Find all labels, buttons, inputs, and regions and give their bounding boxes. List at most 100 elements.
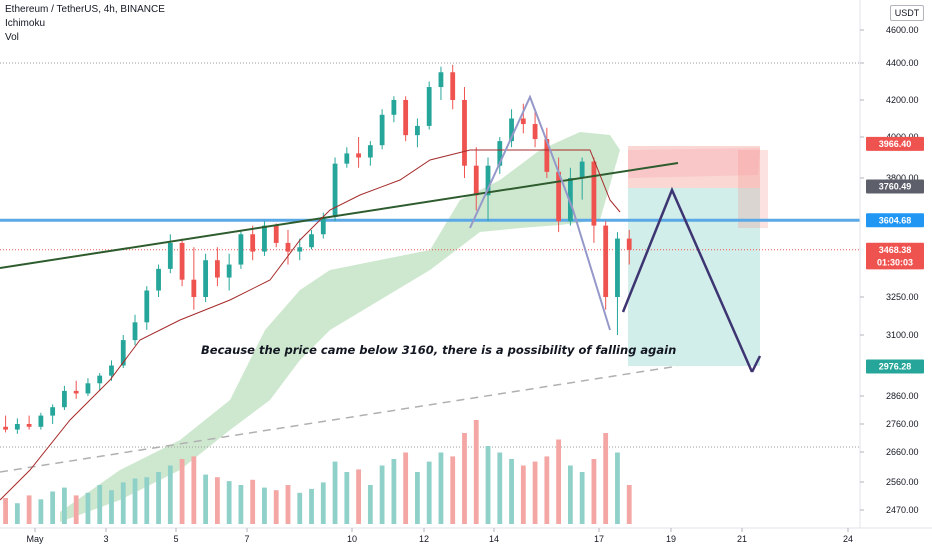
candle-body	[309, 234, 314, 248]
candle-body	[26, 424, 32, 427]
x-tick-label: 19	[666, 534, 676, 544]
candle-body	[109, 365, 114, 376]
candle-body	[520, 118, 526, 125]
volume-bar	[603, 433, 609, 524]
y-tick-label: 3250.00	[886, 292, 919, 302]
volume-bar	[109, 490, 114, 524]
candle-body	[3, 426, 8, 430]
volume-bar	[62, 487, 67, 524]
price-tag-label: 3604.68	[879, 215, 912, 225]
volume-bar	[367, 485, 373, 524]
candle-body	[179, 242, 185, 280]
y-tick-label: 2860.00	[886, 391, 919, 401]
price-tag-bg	[866, 359, 924, 374]
candle-body	[415, 125, 420, 136]
volume-bar	[273, 490, 279, 524]
volume-bar	[579, 472, 585, 524]
volume-bar	[462, 433, 467, 524]
y-tick-label: 2470.00	[886, 505, 919, 515]
volume-bar	[379, 465, 385, 524]
volume-bar	[403, 452, 409, 524]
price-tag-bg	[866, 179, 924, 194]
reference-lines	[0, 62, 860, 448]
x-tick-label: 12	[419, 534, 429, 544]
kumo-bear-area	[628, 148, 760, 178]
volume-bar	[567, 465, 573, 524]
trade-zones	[628, 146, 768, 366]
candle-body	[579, 161, 585, 178]
indicator-volume[interactable]: Vol	[5, 32, 19, 43]
volume-bar	[615, 452, 620, 524]
x-tick-label: 14	[489, 534, 499, 544]
volume-bar	[344, 472, 350, 524]
projection-tail	[750, 355, 762, 373]
volume-bar	[167, 465, 173, 524]
volume-bar	[556, 439, 562, 524]
candles	[3, 64, 632, 434]
volume-bar	[415, 472, 420, 524]
candle-body	[97, 375, 103, 384]
ascending-trendline	[0, 162, 679, 269]
y-tick-label: 2560.00	[886, 477, 919, 487]
candle-body	[532, 124, 538, 140]
candle-body	[250, 234, 256, 252]
volume-bar	[356, 469, 361, 524]
candle-body	[120, 340, 126, 366]
indicator-ichimoku[interactable]: Ichimoku	[5, 18, 46, 29]
candle-body	[450, 72, 456, 100]
volume-bar	[332, 461, 338, 524]
volume-bar	[285, 485, 291, 524]
candle-body	[403, 100, 409, 136]
candle-body	[38, 415, 44, 427]
volume-bar	[214, 477, 220, 524]
candle-body	[73, 390, 79, 394]
candle-body	[226, 264, 232, 278]
cloud-projection-tail	[738, 150, 768, 228]
volume-bar	[203, 474, 209, 524]
currency-label: USDT	[894, 8, 920, 18]
candle-body	[509, 118, 514, 142]
time-axis: May 3 5 7 10 12 14 17 19 21 24	[0, 527, 932, 544]
candle-body	[497, 141, 503, 166]
volume-bar	[85, 492, 91, 524]
y-tick-label: 4400.00	[886, 58, 919, 68]
candle-body	[615, 238, 620, 297]
volume-bar	[250, 479, 256, 524]
volume-bar	[3, 498, 8, 524]
candle-body	[603, 225, 609, 297]
candle-body	[367, 145, 373, 158]
y-tick-label: 4200.00	[886, 95, 919, 105]
volume-bar	[485, 446, 491, 524]
candle-body	[626, 238, 632, 250]
volume-bar	[509, 459, 514, 524]
candle-body	[203, 260, 209, 297]
volume-bar	[591, 459, 597, 524]
volume-bar	[191, 456, 197, 524]
candle-body	[214, 260, 220, 278]
price-tag-bg	[866, 255, 924, 270]
base-line	[0, 149, 621, 501]
candle-body	[556, 171, 562, 222]
candle-body	[285, 242, 291, 252]
x-tick-label: 10	[347, 534, 357, 544]
chart-annotation: Because the price came below 3160, there…	[201, 343, 676, 357]
volume-bar	[26, 495, 32, 524]
volume-bar	[520, 465, 526, 524]
x-tick-label: 5	[173, 534, 178, 544]
candle-body	[132, 322, 138, 341]
y-tick-label: 3100.00	[886, 330, 919, 340]
price-tag-bg	[866, 242, 924, 257]
y-tick-label: 2660.00	[886, 447, 919, 457]
x-tick-label: May	[26, 534, 44, 544]
price-tag-label: 3468.38	[879, 245, 912, 255]
candle-body	[167, 242, 173, 269]
price-tag-bg	[866, 213, 924, 228]
volume-bar	[309, 488, 314, 524]
currency-badge[interactable]: USDT	[890, 5, 924, 21]
x-tick-label: 21	[737, 534, 747, 544]
candle-body	[156, 268, 161, 291]
candle-body	[144, 290, 150, 323]
x-tick-label: 24	[843, 534, 853, 544]
dashed-support-line	[0, 365, 679, 473]
